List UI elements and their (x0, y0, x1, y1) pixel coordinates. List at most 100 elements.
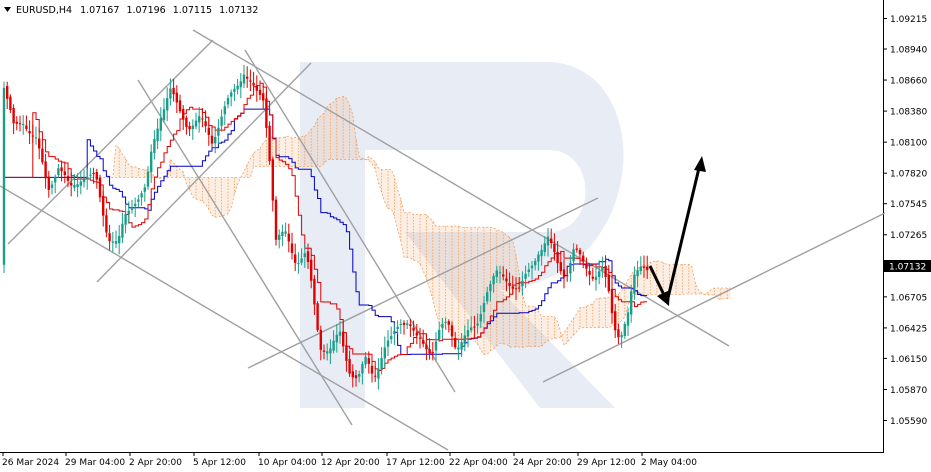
price-tick-label: 1.09215 (890, 15, 927, 25)
symbol-dropdown-icon[interactable] (4, 7, 11, 12)
candle-bull (86, 177, 89, 179)
candle-bear (614, 311, 617, 331)
time-axis: 26 Mar 2024 29 Mar 04:00 2 Apr 20:00 5 Apr … (2, 452, 697, 468)
candle-bull (332, 340, 335, 351)
candle-bear (646, 266, 649, 271)
candle-bull (364, 356, 367, 365)
trend-line (542, 212, 886, 383)
candle-bull (300, 258, 303, 263)
candle-bull (226, 98, 230, 105)
candle-bull (2, 87, 6, 265)
candle-bull (50, 184, 54, 188)
candle-bull (406, 323, 409, 325)
candle-bull (217, 127, 220, 136)
candle-bull (223, 106, 226, 115)
candle-bear (559, 262, 562, 272)
candle-bear (313, 278, 316, 305)
candle-bear (367, 358, 370, 364)
candle-bear (319, 329, 322, 350)
forecast-arrow-up-head (694, 156, 706, 172)
candle-bull (162, 109, 166, 120)
svg-text:EURUSD,H4 1.07167: EURUSD,H4 1.07167 1.07196 1.07115 1.0713… (16, 5, 258, 16)
candle-bear (175, 92, 178, 103)
candles (2, 64, 649, 390)
time-tick-label: 12 Apr 20:00 (321, 458, 380, 468)
candle-bear (425, 344, 428, 350)
candle-bear (15, 121, 18, 124)
candle-bull (630, 291, 633, 315)
candle-bear (12, 108, 15, 124)
candle-bull (22, 124, 25, 126)
candle-bull (546, 236, 550, 246)
price-tick-label: 1.05870 (890, 386, 927, 396)
candle-bear (428, 349, 431, 354)
trend-line (192, 29, 730, 347)
candle-bull (134, 203, 137, 207)
candle-bear (550, 238, 553, 244)
candle-bull (524, 273, 527, 279)
candle-bull (594, 276, 598, 281)
candle-bear (28, 131, 31, 134)
candle-bull (457, 347, 460, 350)
candle-bull (198, 116, 201, 123)
candle-bear (412, 327, 415, 331)
trend-line (0, 185, 449, 451)
candle-bull (214, 136, 217, 144)
price-tick-label: 1.06705 (890, 293, 927, 303)
candle-bull (111, 241, 114, 243)
price-axis: 1.09215 1.08940 1.08660 1.08380 1.08100 1.078… (883, 15, 927, 427)
candle-bear (505, 278, 508, 282)
time-tick-label: 29 Mar 04:00 (65, 458, 125, 468)
candle-bear (182, 108, 185, 120)
candle-bull (441, 323, 444, 328)
price-tick-label: 1.08660 (890, 77, 927, 87)
candle-bear (44, 161, 47, 179)
candle-bear (342, 331, 345, 347)
candle-bull (326, 351, 329, 354)
candle-bull (79, 181, 82, 186)
candle-bull (466, 330, 470, 337)
low-value: 1.07115 (173, 5, 212, 16)
trend-line (7, 39, 214, 245)
candle-bear (575, 248, 578, 250)
candle-bear (66, 176, 70, 181)
candle-bull (281, 231, 284, 236)
time-tick-label: 10 Apr 04:00 (258, 458, 317, 468)
forecast-arrow-up (665, 167, 701, 303)
trend-line (247, 197, 599, 369)
candle-bull (537, 254, 540, 262)
candle-bull (572, 249, 575, 262)
candle-bear (617, 329, 620, 338)
candle-bull (377, 368, 380, 379)
candle-bull (489, 284, 492, 292)
candle-bear (511, 286, 514, 289)
candle-bear (431, 352, 434, 354)
candle-bull (73, 184, 76, 188)
time-tick-label: 2 May 04:00 (641, 458, 697, 468)
price-tick-label: 1.06150 (890, 355, 927, 365)
candle-bear (290, 243, 294, 253)
candle-bear (265, 98, 268, 129)
candle-bull (127, 210, 130, 214)
candle-bear (582, 255, 585, 262)
candle-bull (598, 271, 601, 278)
price-tick-label: 1.07265 (890, 231, 927, 241)
candle-bear (105, 215, 108, 233)
symbol-label: EURUSD,H4 (16, 5, 72, 16)
candle-bear (262, 93, 265, 101)
candle-bear (454, 337, 457, 348)
candle-bear (63, 171, 66, 175)
candle-bear (418, 337, 422, 339)
candle-bear (566, 275, 569, 277)
candle-bear (204, 121, 207, 127)
candle-bull (143, 187, 146, 192)
candle-bear (556, 251, 559, 264)
candle-bear (345, 345, 348, 361)
candle-bull (396, 326, 399, 330)
candle-bear (31, 135, 34, 137)
candle-bear (98, 177, 102, 198)
candle-bull (82, 179, 86, 183)
time-tick-label: 2 Apr 20:00 (129, 458, 182, 468)
candle-bull (386, 340, 390, 347)
candle-bull (233, 88, 236, 92)
